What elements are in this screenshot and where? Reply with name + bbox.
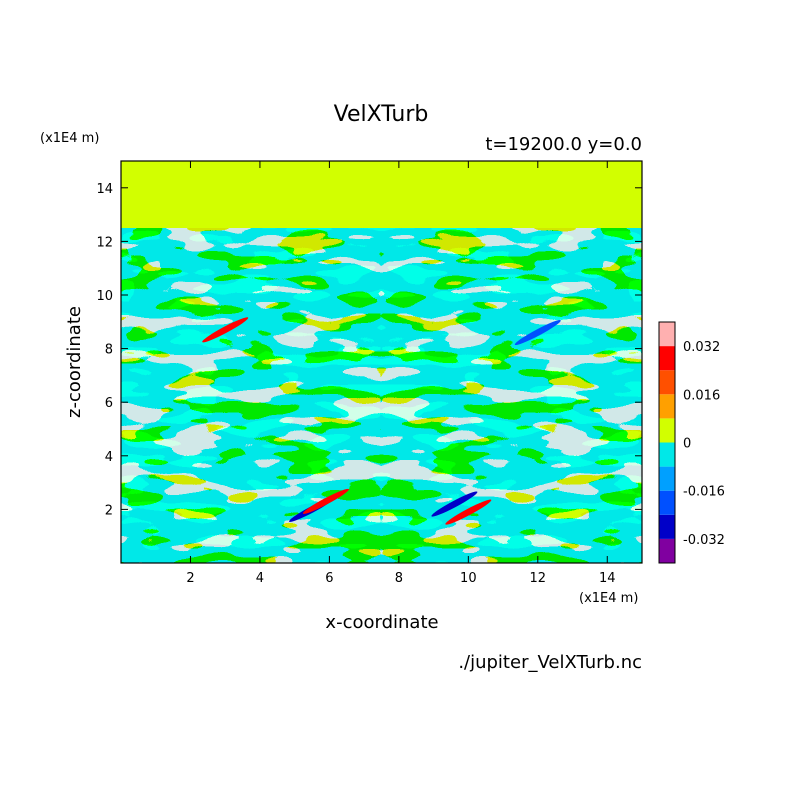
y-tick-label: 10 [96, 289, 113, 304]
turbulent-field-left [121, 228, 383, 563]
colorbar-swatch [659, 322, 675, 347]
colorbar-swatch [659, 490, 675, 515]
x-tick-label: 2 [186, 571, 194, 586]
velocity-feature-1 [302, 488, 349, 514]
colorbar-tick-label: -0.016 [683, 485, 725, 500]
velocity-feature-4 [202, 317, 249, 343]
velocity-feature-5 [514, 319, 561, 346]
colorbar-tick-label: -0.032 [683, 533, 725, 548]
x-tick-label: 14 [599, 571, 616, 586]
y-axis-label: z-coordinate [64, 306, 85, 418]
x-tick-label: 6 [325, 571, 333, 586]
colorbar-swatch [659, 346, 675, 371]
colorbar-swatch [659, 394, 675, 419]
x-unit-label: (x1E4 m) [579, 591, 638, 606]
y-tick-label: 12 [96, 235, 113, 250]
colorbar-swatch [659, 514, 675, 539]
y-tick-label: 2 [105, 503, 113, 518]
x-axis-label: x-coordinate [325, 612, 438, 633]
chart-subtitle: t=19200.0 y=0.0 [485, 134, 642, 155]
colorbar-swatch [659, 466, 675, 491]
y-unit-label: (x1E4 m) [40, 131, 99, 146]
turbulent-field-right [380, 228, 642, 563]
colorbar-swatch [659, 442, 675, 467]
y-tick-label: 6 [105, 396, 113, 411]
colorbar-tick-label: 0.032 [683, 340, 720, 355]
colorbar-tick-label: 0.016 [683, 388, 720, 403]
velocity-feature-2 [431, 491, 478, 517]
x-tick-label: 10 [460, 571, 477, 586]
colorbar-frame [658, 321, 676, 564]
colorbar-swatch [659, 370, 675, 395]
plot-area [121, 161, 642, 563]
colorbar: 0.032 0.016 0 -0.016 -0.032 [658, 321, 725, 564]
y-tick-label: 14 [96, 182, 113, 197]
x-tick-label: 12 [530, 571, 547, 586]
plot-frame [120, 160, 643, 564]
y-tick-label: 8 [105, 343, 113, 358]
colorbar-swatch [659, 538, 675, 563]
y-tick-label: 4 [105, 450, 113, 465]
x-tick-label: 4 [256, 571, 264, 586]
source-file-label: ./jupiter_VelXTurb.nc [458, 652, 642, 673]
velocity-feature-3 [445, 499, 492, 525]
chart-title: VelXTurb [334, 102, 429, 127]
colorbar-swatch [659, 418, 675, 443]
colorbar-tick-label: 0 [683, 437, 691, 452]
x-tick-label: 8 [395, 571, 403, 586]
